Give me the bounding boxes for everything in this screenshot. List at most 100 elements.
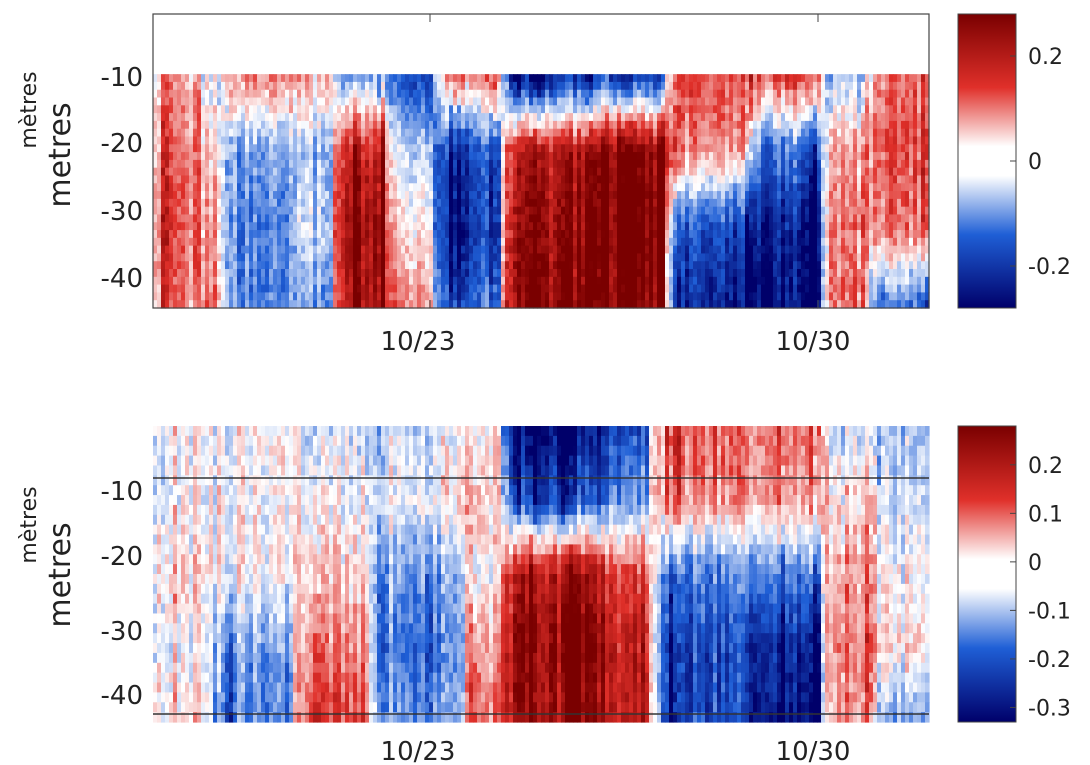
heatmap-cell: [309, 159, 314, 169]
heatmap-cell: [497, 105, 502, 114]
heatmap-cell: [769, 159, 774, 169]
heatmap-cell: [325, 175, 330, 184]
heatmap-cell: [237, 183, 242, 192]
heatmap-cell: [769, 230, 774, 239]
heatmap-cell: [153, 198, 158, 208]
heatmap-cell: [805, 105, 810, 114]
heatmap-cell: [357, 81, 362, 91]
heatmap-cell: [169, 284, 174, 294]
heatmap-cell: [697, 167, 702, 177]
heatmap-cell: [229, 144, 234, 153]
heatmap-cell: [545, 74, 550, 83]
heatmap-cell: [753, 261, 758, 270]
heatmap-cell: [229, 97, 234, 106]
heatmap-cell: [277, 276, 282, 286]
heatmap-cell: [513, 198, 518, 208]
heatmap-cell: [493, 222, 498, 231]
heatmap-cell: [389, 113, 394, 122]
heatmap-cell: [417, 214, 422, 223]
heatmap-cell: [621, 230, 626, 239]
heatmap-cell: [809, 214, 814, 223]
heatmap-cell: [177, 113, 182, 122]
heatmap-cell: [733, 144, 738, 153]
heatmap-cell: [641, 237, 646, 247]
heatmap-cell: [609, 97, 614, 106]
heatmap-cell: [813, 269, 818, 278]
heatmap-cell: [789, 300, 794, 309]
heatmap-cell: [617, 175, 622, 184]
heatmap-cell: [553, 105, 558, 114]
heatmap-cell: [625, 276, 630, 286]
heatmap-cell: [245, 120, 250, 130]
heatmap-cell: [533, 284, 538, 294]
heatmap-cell: [217, 237, 222, 247]
heatmap-cell: [465, 284, 470, 294]
heatmap-cell: [501, 245, 506, 255]
heatmap-cell: [265, 183, 270, 192]
heatmap-cell: [725, 105, 730, 114]
heatmap-cell: [797, 159, 802, 169]
heatmap-cell: [421, 97, 426, 106]
heatmap-cell: [257, 237, 262, 247]
heatmap-cell: [281, 89, 286, 99]
heatmap-cell: [761, 191, 766, 200]
heatmap-cell: [185, 97, 190, 106]
heatmap-cell: [593, 120, 598, 130]
heatmap-cell: [813, 128, 818, 138]
heatmap-cell: [433, 120, 438, 130]
heatmap-cell: [429, 105, 434, 114]
heatmap-cell: [673, 292, 678, 301]
heatmap-cell: [669, 159, 674, 169]
heatmap-cell: [181, 183, 186, 192]
heatmap-cell: [653, 261, 658, 270]
heatmap-cell: [557, 128, 562, 138]
heatmap-cell: [377, 198, 382, 208]
heatmap-cell: [805, 81, 810, 91]
heatmap-cell: [321, 105, 326, 114]
heatmap-cell: [633, 191, 638, 200]
heatmap-cell: [761, 144, 766, 153]
heatmap-cell: [241, 284, 246, 294]
heatmap-cell: [649, 206, 654, 216]
heatmap-cell: [393, 245, 398, 255]
heatmap-cell: [789, 261, 794, 270]
heatmap-cell: [437, 89, 442, 99]
heatmap-cell: [305, 159, 310, 169]
heatmap-cell: [477, 144, 482, 153]
heatmap-cell: [553, 128, 558, 138]
heatmap-cell: [285, 292, 290, 301]
heatmap-cell: [533, 245, 538, 255]
heatmap-cell: [545, 300, 550, 309]
heatmap-cell: [345, 245, 350, 255]
heatmap-cell: [657, 105, 662, 114]
heatmap-cell: [625, 214, 630, 223]
heatmap-cell: [805, 269, 810, 278]
heatmap-cell: [481, 183, 486, 192]
heatmap-cell: [797, 245, 802, 255]
heatmap-cell: [393, 206, 398, 216]
heatmap-cell: [721, 105, 726, 114]
heatmap-cell: [629, 214, 634, 223]
heatmap-cell: [281, 206, 286, 216]
heatmap-cell: [429, 152, 434, 161]
heatmap-cell: [657, 261, 662, 270]
heatmap-cell: [193, 284, 198, 294]
heatmap-cell: [765, 128, 770, 138]
heatmap-cell: [809, 128, 814, 138]
heatmap-cell: [581, 222, 586, 231]
heatmap-cell: [293, 144, 298, 153]
heatmap-cell: [653, 89, 658, 99]
heatmap-cell: [193, 245, 198, 255]
heatmap-cell: [377, 253, 382, 262]
heatmap-cell: [173, 300, 178, 309]
heatmap-cell: [457, 128, 462, 138]
heatmap-cell: [385, 74, 390, 83]
heatmap-cell: [421, 105, 426, 114]
heatmap-cell: [361, 198, 366, 208]
heatmap-cell: [289, 152, 294, 161]
heatmap-cell: [597, 237, 602, 247]
heatmap-cell: [373, 97, 378, 106]
heatmap-cell: [733, 81, 738, 91]
heatmap-cell: [293, 105, 298, 114]
heatmap-cell: [205, 261, 210, 270]
